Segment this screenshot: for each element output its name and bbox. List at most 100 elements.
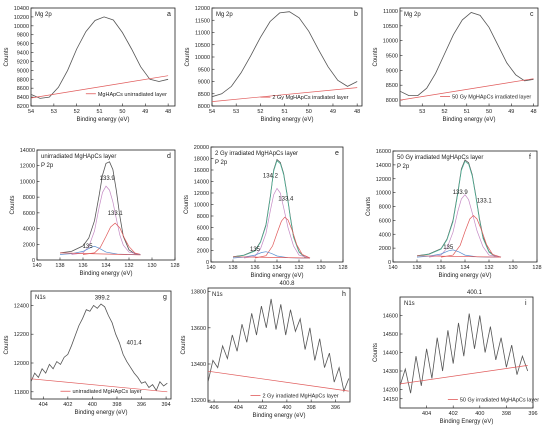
x-tick-label: 402 <box>449 411 458 417</box>
x-tick-label: 138 <box>228 265 237 271</box>
series-background <box>400 365 528 385</box>
x-axis-label: Binding Energy (eV) <box>440 419 494 425</box>
y-axis-label: Counts <box>184 195 190 214</box>
y-tick-label: 20000 <box>194 145 209 151</box>
y-tick-label: 11000 <box>195 31 210 37</box>
y-axis-label: Counts <box>181 335 187 354</box>
y-tick-label: 8000 <box>23 195 35 201</box>
x-tick-label: 132 <box>294 265 303 271</box>
y-tick-label: 9400 <box>17 51 29 57</box>
x-tick-label: 140 <box>32 263 41 269</box>
y-tick-label: 18000 <box>194 157 209 163</box>
plot-area <box>232 158 311 259</box>
panel-subtitle: P 2p <box>397 164 410 170</box>
x-tick-label: 396 <box>331 405 340 411</box>
y-tick-label: 8500 <box>198 92 210 98</box>
legend-label: unirradiated MgHApCs layer <box>72 389 141 395</box>
y-tick-label: 11800 <box>14 390 29 396</box>
y-tick-label: 14400 <box>383 351 398 357</box>
x-tick-label: 50 <box>306 109 312 115</box>
x-tick-label: 134 <box>272 265 281 271</box>
y-tick-label: 9600 <box>17 42 29 48</box>
legend-label: 2 Gy irradiated MgHApCs layer <box>262 393 338 399</box>
y-tick-label: 8000 <box>198 104 210 110</box>
x-axis-label: Binding energy (eV) <box>76 117 129 123</box>
series-background <box>416 255 502 258</box>
x-tick-label: 402 <box>258 405 267 411</box>
y-tick-label: 14600 <box>383 314 398 320</box>
legend-label: 2 Gy MgHApCs irradiated layer <box>272 95 348 101</box>
panel-subtitle: P 2p <box>215 160 228 166</box>
y-tick-label: 14500 <box>383 332 398 338</box>
y-tick-label: 8800 <box>17 77 29 83</box>
peak-annotation: 133.4 <box>278 196 294 202</box>
y-tick-label: 13200 <box>191 398 206 404</box>
panel-letter: a <box>167 11 171 18</box>
x-tick-label: 130 <box>147 263 156 269</box>
y-tick-label: 9200 <box>17 59 29 65</box>
peak-annotation: 133.1 <box>477 198 493 204</box>
y-tick-label: 14150 <box>383 397 398 403</box>
plot-frame <box>211 7 363 107</box>
y-tick-label: 8600 <box>17 86 29 92</box>
plot-frame <box>207 287 351 403</box>
panel-letter: h <box>342 291 346 298</box>
plot-area <box>59 161 141 256</box>
y-tick-label: 4000 <box>379 232 391 238</box>
x-tick-label: 53 <box>419 109 425 115</box>
x-tick-label: 128 <box>338 265 347 271</box>
x-tick-label: 130 <box>508 265 517 271</box>
y-tick-label: 9000 <box>386 68 398 74</box>
panel-letter: d <box>167 153 171 160</box>
y-tick-label: 10500 <box>383 24 398 30</box>
series-spectrum <box>400 313 529 394</box>
panel-letter: g <box>163 294 167 301</box>
series-background <box>212 87 358 102</box>
panel-title: 2 Gy irradiated MgHApCs layer <box>215 151 298 157</box>
peak-label-top: 400.1 <box>467 290 483 296</box>
x-tick-label: 404 <box>422 411 431 417</box>
x-tick-label: 53 <box>51 109 57 115</box>
y-tick-label: 10000 <box>194 203 209 209</box>
x-tick-label: 52 <box>257 109 263 115</box>
plot-area <box>400 12 534 101</box>
series-fit <box>416 160 502 258</box>
series-spectrum <box>59 161 141 255</box>
y-tick-label: 10000 <box>376 191 391 197</box>
x-tick-label: 50 <box>119 109 125 115</box>
x-tick-label: 53 <box>233 109 239 115</box>
x-tick-label: 136 <box>78 263 87 269</box>
series-peak-133.9 <box>71 185 141 255</box>
plot-area <box>212 11 358 102</box>
panel-title: Mg 2p <box>216 12 233 18</box>
y-axis-label: Counts <box>366 197 372 216</box>
y-tick-label: 10000 <box>383 39 398 45</box>
y-tick-label: 9500 <box>386 54 398 60</box>
panel-title: N1s <box>35 295 46 301</box>
legend-label: 50 Gy MgHApCs irradiated layer <box>452 95 531 101</box>
x-tick-label: 54 <box>209 109 215 115</box>
y-tick-label: 0 <box>206 260 209 266</box>
y-tick-label: 13600 <box>191 326 206 332</box>
x-tick-label: 398 <box>502 411 511 417</box>
x-tick-label: 138 <box>55 263 64 269</box>
y-tick-label: 10000 <box>14 24 29 30</box>
series-background <box>31 378 168 393</box>
x-tick-label: 51 <box>282 109 288 115</box>
series-spectrum <box>208 298 350 393</box>
y-tick-label: 4000 <box>197 237 209 243</box>
y-axis-label: Counts <box>373 343 379 362</box>
series-background <box>31 75 169 99</box>
x-tick-label: 130 <box>316 265 325 271</box>
panel-letter: b <box>354 11 358 18</box>
y-tick-label: 10000 <box>195 55 210 61</box>
y-tick-label: 13800 <box>191 290 206 296</box>
y-tick-label: 12000 <box>20 164 35 170</box>
y-tick-label: 8000 <box>197 214 209 220</box>
x-tick-label: 396 <box>528 411 537 417</box>
y-tick-label: 8000 <box>386 98 398 104</box>
x-tick-label: 48 <box>165 109 171 115</box>
x-tick-label: 128 <box>532 265 541 271</box>
x-axis-label: Binding energy (eV) <box>250 273 303 279</box>
plot-frame <box>36 149 176 261</box>
